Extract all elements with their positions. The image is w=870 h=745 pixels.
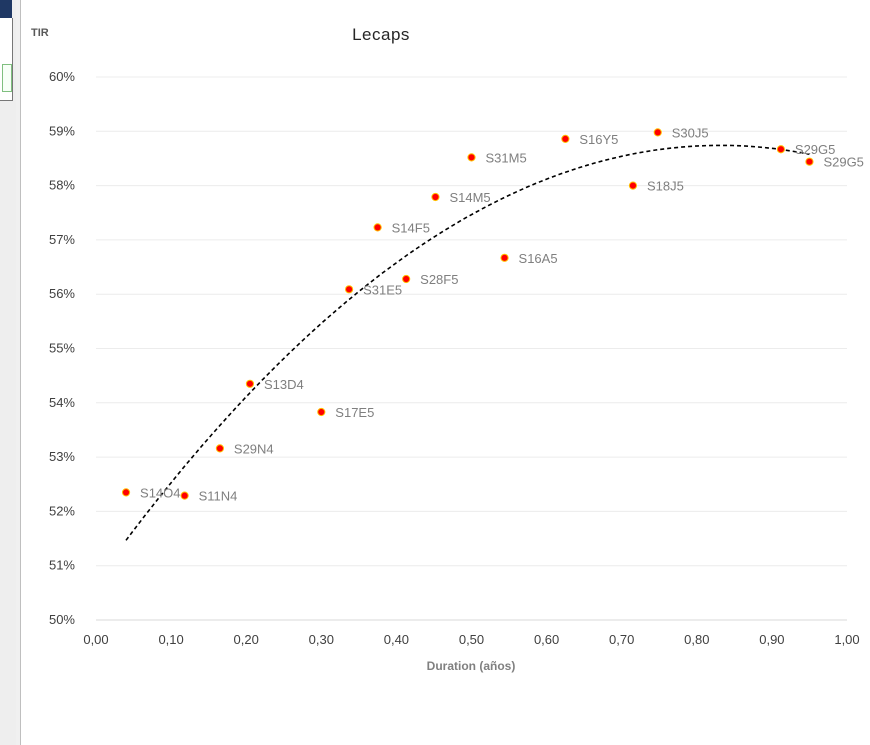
data-label: S14M5: [449, 190, 490, 205]
data-label: S18J5: [647, 179, 684, 194]
data-point: [402, 274, 411, 284]
data-label: S14O4: [140, 485, 180, 500]
trendline-group: [125, 144, 810, 541]
scatter-chart: 50%51%52%53%54%55%56%57%58%59%60% 0,00 0,…: [31, 25, 864, 673]
data-label: S11N4: [199, 489, 238, 504]
x-tick-label: 0,50: [459, 632, 484, 647]
x-axis-label: Duration (años): [427, 659, 516, 673]
data-point: [317, 407, 326, 417]
y-tick-label: 50%: [49, 612, 75, 627]
y-tick-label: 55%: [49, 341, 75, 356]
data-label: S28F5: [420, 272, 458, 287]
y-tick-label: 59%: [49, 123, 75, 138]
x-tick-label: 0,10: [158, 632, 183, 647]
x-tick-label: 0,60: [534, 632, 559, 647]
data-label: S30J5: [672, 125, 709, 140]
data-label: S29G5: [823, 155, 863, 170]
data-point: [561, 134, 570, 144]
y-axis-ticks: 50% 51% 52% 53% 54% 55% 56% 57% 58% 59% 60%: [49, 69, 75, 627]
data-label: S17E5: [335, 405, 374, 420]
x-tick-label: 1,00: [834, 632, 859, 647]
data-label: S29N4: [234, 441, 274, 456]
data-label: S16Y5: [579, 132, 618, 147]
data-label: S14F5: [392, 220, 430, 235]
y-tick-label: 52%: [49, 503, 75, 518]
data-point: [180, 491, 189, 500]
data-labels: S14O4 S11N4 S29N4 S13D4 S17E5 S31E5 S14F5 S28F5…: [140, 125, 864, 503]
y-axis-label: TIR: [31, 27, 49, 39]
data-label: S29G5: [795, 142, 835, 157]
data-point: [628, 181, 638, 190]
data-label: S31E5: [363, 282, 402, 297]
gridlines: [96, 76, 847, 621]
x-tick-label: 0,20: [234, 632, 259, 647]
data-label: S13D4: [264, 377, 304, 392]
y-tick-label: 57%: [49, 232, 75, 247]
x-tick-label: 0,80: [684, 632, 709, 647]
trendline: [125, 144, 810, 541]
x-tick-label: 0,00: [83, 632, 108, 647]
x-tick-label: 0,90: [759, 632, 784, 647]
data-point: [653, 128, 662, 137]
data-point: [373, 223, 382, 232]
data-point: [431, 192, 440, 202]
chart-area[interactable]: 50% 51% 52% 53% 54% 55% 56% 57% 58% 59% 60% 0,00 0,…: [20, 0, 870, 745]
y-tick-label: 53%: [49, 449, 75, 464]
data-label: S31M5: [486, 150, 527, 165]
data-point: [121, 488, 131, 497]
data-point: [805, 157, 814, 166]
y-tick-label: 58%: [49, 178, 75, 193]
y-tick-label: 54%: [49, 395, 75, 410]
y-tick-label: 51%: [49, 558, 75, 573]
left-window-strip: [0, 0, 16, 745]
left-strip-selection: [2, 64, 12, 92]
left-strip-header: [0, 0, 12, 18]
data-point: [500, 253, 509, 262]
x-tick-label: 0,30: [309, 632, 334, 647]
y-tick-label: 56%: [49, 286, 75, 301]
x-axis-ticks: 0,00 0,10 0,20 0,30 0,40 0,50 0,60 0,70 0,80 0,90…: [83, 632, 859, 647]
data-label: S16A5: [519, 251, 558, 266]
data-points: [121, 128, 814, 500]
x-tick-label: 0,70: [609, 632, 634, 647]
data-point: [344, 285, 354, 294]
data-point: [776, 145, 786, 154]
x-tick-label: 0,40: [384, 632, 409, 647]
chart-title: Lecaps: [352, 25, 410, 44]
data-point: [467, 153, 476, 162]
data-point: [215, 444, 225, 453]
data-point: [245, 379, 255, 388]
y-tick-label: 60%: [49, 69, 75, 84]
